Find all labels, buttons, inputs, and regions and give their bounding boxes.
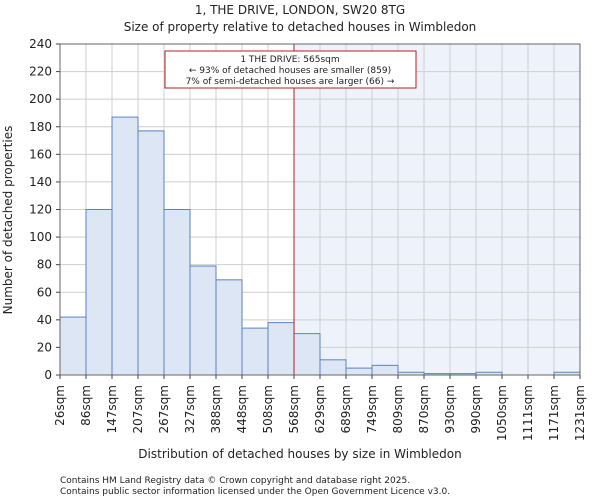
x-tick-label-1171sqm: 1171sqm — [547, 385, 561, 441]
bar-86sqm — [85, 209, 113, 376]
x-tick-label-568sqm: 568sqm — [287, 385, 301, 433]
x-tick-label-930sqm: 930sqm — [443, 385, 457, 433]
y-tick-label-0: 0 — [44, 368, 52, 382]
x-tick-label-1050sqm: 1050sqm — [495, 385, 509, 441]
x-tick-label-1111sqm: 1111sqm — [521, 385, 535, 441]
footer-line-2: Contains public sector information licen… — [60, 487, 450, 497]
x-tick-label-448sqm: 448sqm — [235, 385, 249, 433]
x-tick-label-629sqm: 629sqm — [313, 385, 327, 433]
bar-207sqm — [137, 130, 165, 376]
bar-568sqm — [293, 333, 321, 376]
x-tick-label-990sqm: 990sqm — [469, 385, 483, 433]
y-tick-label-9: 180 — [29, 120, 52, 134]
x-tick-label-508sqm: 508sqm — [261, 385, 275, 433]
annotation-line-2: ← 93% of detached houses are smaller (85… — [189, 66, 391, 76]
x-tick-label-147sqm: 147sqm — [105, 385, 119, 433]
y-tick-label-1: 20 — [37, 340, 52, 354]
x-tick-label-207sqm: 207sqm — [131, 385, 145, 433]
plot-area — [59, 43, 581, 376]
y-tick-label-10: 200 — [29, 92, 52, 106]
y-tick-label-2: 40 — [37, 313, 52, 327]
bar-749sqm — [371, 364, 399, 376]
y-axis: 0 20 40 60 80 100 120 140 160 180 200 220 240 — [29, 37, 60, 382]
y-tick-label-5: 100 — [29, 230, 52, 244]
bar-508sqm — [267, 322, 295, 376]
y-tick-label-12: 240 — [29, 37, 52, 51]
x-tick-label-1231sqm: 1231sqm — [573, 385, 587, 441]
x-axis: 26sqm 86sqm 147sqm 207sqm 267sqm 327sqm 388sqm… — [53, 375, 587, 441]
x-tick-label-870sqm: 870sqm — [417, 385, 431, 433]
chart-title: 1, THE DRIVE, LONDON, SW20 8TG — [195, 3, 405, 17]
annotation-box: 1 THE DRIVE: 565sqm ← 93% of detached ho… — [164, 50, 417, 89]
x-tick-label-267sqm: 267sqm — [157, 385, 171, 433]
x-tick-label-86sqm: 86sqm — [79, 385, 93, 426]
x-tick-label-327sqm: 327sqm — [183, 385, 197, 433]
bar-629sqm — [319, 359, 347, 376]
annotation-line-1: 1 THE DRIVE: 565sqm — [240, 55, 339, 65]
y-tick-label-4: 80 — [37, 258, 52, 272]
y-tick-label-8: 160 — [29, 147, 52, 161]
bars — [59, 116, 581, 376]
x-tick-label-689sqm: 689sqm — [339, 385, 353, 433]
bar-388sqm — [215, 279, 243, 376]
y-tick-label-3: 60 — [37, 285, 52, 299]
x-tick-label-26sqm: 26sqm — [53, 385, 67, 426]
x-axis-label: Distribution of detached houses by size … — [138, 447, 461, 461]
x-tick-label-388sqm: 388sqm — [209, 385, 223, 433]
y-tick-label-11: 220 — [29, 65, 52, 79]
footer-line-1: Contains HM Land Registry data © Crown c… — [60, 476, 410, 486]
y-axis-label: Number of detached properties — [1, 126, 15, 315]
bar-448sqm — [241, 327, 269, 376]
chart-subtitle: Size of property relative to detached ho… — [124, 20, 477, 34]
bar-147sqm — [111, 116, 139, 376]
x-tick-label-809sqm: 809sqm — [391, 385, 405, 433]
bar-689sqm — [345, 367, 373, 376]
y-tick-label-7: 140 — [29, 175, 52, 189]
annotation-line-3: 7% of semi-detached houses are larger (6… — [186, 77, 395, 87]
bar-327sqm — [189, 265, 217, 376]
bar-267sqm — [163, 209, 191, 376]
annotation-frame — [164, 50, 417, 89]
bar-26sqm — [59, 316, 87, 376]
x-tick-label-749sqm: 749sqm — [365, 385, 379, 433]
y-tick-label-6: 120 — [29, 203, 52, 217]
